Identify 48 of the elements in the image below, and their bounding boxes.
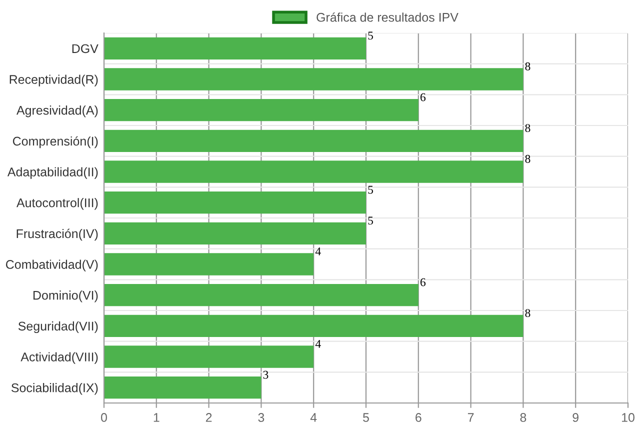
x-tick-label: 10 — [622, 413, 634, 422]
data-label: 3 — [263, 370, 268, 379]
x-tick-label: 2 — [206, 413, 212, 422]
data-label: 8 — [525, 154, 530, 163]
bar — [104, 253, 314, 276]
y-tick-label: Autocontrol(III) — [16, 198, 98, 210]
y-tick-label: Frustración(IV) — [16, 228, 98, 241]
y-tick-label: Actividad(VIII) — [20, 352, 98, 364]
x-tick-label: 0 — [101, 413, 107, 422]
data-label: 8 — [525, 124, 530, 132]
data-label: 4 — [315, 247, 321, 256]
legend-label: Gráfica de resultados IPV — [316, 12, 458, 22]
bar — [104, 37, 366, 60]
data-label: 6 — [420, 93, 426, 102]
bar — [104, 191, 366, 214]
x-tick-label: 7 — [468, 413, 474, 422]
y-tick-label: Comprensión(I) — [12, 136, 98, 148]
bar — [104, 346, 314, 368]
y-tick-label: Agresividad(A) — [16, 106, 98, 118]
y-tick-label: DGV — [72, 44, 98, 54]
data-label: 5 — [368, 216, 374, 225]
y-tick-label: Adaptabilidad(II) — [7, 167, 98, 179]
bar — [104, 314, 524, 338]
bar — [104, 222, 366, 245]
x-tick-label: 1 — [154, 413, 160, 422]
bar — [104, 376, 262, 399]
bar — [104, 98, 418, 122]
bar — [104, 160, 524, 183]
x-tick-label: 9 — [572, 413, 578, 422]
x-tick-label: 3 — [258, 413, 264, 422]
x-tick-label: 6 — [416, 413, 422, 422]
y-tick-label: Receptividad(R) — [10, 74, 98, 86]
bar — [104, 130, 524, 152]
y-tick-label: Combatividad(V) — [6, 260, 98, 272]
x-tick-label: 4 — [310, 413, 317, 422]
x-tick-label: 8 — [520, 413, 526, 422]
bar — [104, 284, 418, 306]
data-label: 5 — [368, 32, 374, 40]
data-label: 6 — [420, 278, 426, 286]
y-tick-label: Dominio(VI) — [33, 290, 98, 302]
bar — [104, 68, 524, 90]
y-tick-label: Seguridad(VII) — [18, 321, 98, 334]
x-tick-label: 5 — [363, 413, 369, 422]
data-label: 8 — [525, 309, 530, 318]
y-tick-label: Sociabilidad(IX) — [11, 383, 98, 395]
data-label: 4 — [315, 340, 321, 348]
data-label: 8 — [525, 62, 530, 70]
data-label: 5 — [368, 186, 374, 194]
